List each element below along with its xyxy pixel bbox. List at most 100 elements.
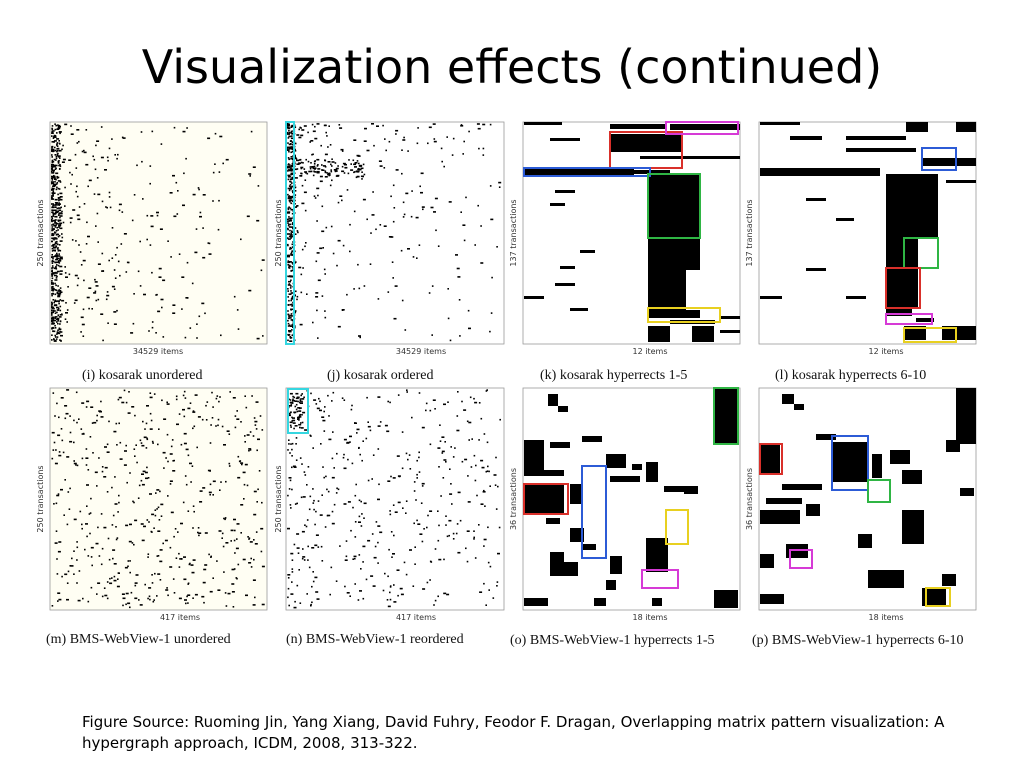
matrix-cell (327, 490, 330, 493)
matrix-cell (142, 198, 144, 200)
matrix-cell (249, 541, 253, 543)
matrix-cell (300, 427, 304, 429)
matrix-cell (354, 536, 357, 538)
matrix-cell (287, 333, 291, 336)
matrix-cell (52, 194, 54, 196)
matrix-cell (389, 591, 391, 594)
matrix-cell (183, 432, 187, 435)
matrix-cell (291, 303, 293, 306)
matrix-cell (218, 400, 220, 403)
matrix-cell (58, 226, 60, 228)
matrix-cell (300, 394, 302, 397)
matrix-cell (52, 171, 55, 173)
matrix-cell (221, 425, 224, 428)
matrix-cell (303, 559, 306, 561)
matrix-cell (345, 555, 348, 558)
matrix-cell (332, 391, 335, 394)
matrix-cell (79, 510, 82, 513)
matrix-cell (290, 173, 292, 176)
matrix-cell (134, 414, 136, 417)
matrix-cell (217, 418, 220, 421)
matrix-cell (77, 599, 81, 602)
matrix-cell (219, 396, 221, 398)
matrix-block (524, 484, 564, 514)
matrix-cell (75, 240, 77, 242)
matrix-cell (438, 524, 440, 527)
matrix-cell (289, 504, 292, 506)
matrix-cell (52, 190, 55, 193)
matrix-cell (209, 470, 211, 472)
matrix-cell (57, 264, 60, 267)
matrix-cell (79, 251, 82, 253)
matrix-cell (443, 558, 445, 561)
matrix-block (846, 148, 916, 152)
matrix-cell (57, 243, 59, 246)
matrix-cell (316, 598, 320, 600)
matrix-cell (312, 167, 316, 170)
matrix-cell (104, 466, 108, 469)
matrix-cell (317, 337, 319, 339)
matrix-cell (133, 293, 135, 295)
matrix-cell (108, 420, 110, 423)
matrix-cell (59, 192, 63, 195)
matrix-cell (181, 308, 183, 310)
matrix-cell (52, 169, 55, 172)
matrix-cell (69, 171, 71, 174)
matrix-cell (75, 190, 77, 193)
matrix-cell (291, 466, 293, 469)
matrix-cell (178, 413, 181, 415)
matrix-cell (51, 256, 53, 259)
matrix-block (790, 136, 822, 140)
matrix-cell (55, 265, 57, 268)
matrix-block (648, 310, 700, 318)
matrix-cell (288, 604, 290, 607)
matrix-cell (72, 209, 76, 211)
matrix-cell (56, 336, 59, 338)
matrix-cell (54, 415, 56, 417)
matrix-cell (151, 440, 154, 443)
matrix-cell (150, 215, 154, 217)
matrix-cell (261, 603, 265, 606)
matrix-cell (122, 137, 126, 139)
matrix-cell (109, 577, 111, 580)
matrix-cell (211, 417, 214, 419)
matrix-cell (155, 332, 157, 334)
matrix-cell (85, 406, 88, 408)
matrix-cell (287, 164, 290, 166)
matrix-cell (393, 317, 397, 320)
matrix-cell (51, 319, 53, 322)
matrix-cell (58, 155, 60, 158)
matrix-cell (114, 154, 116, 156)
matrix-cell (140, 131, 143, 133)
matrix-cell (298, 128, 300, 131)
matrix-cell (106, 451, 110, 453)
matrix-cell (290, 426, 292, 428)
matrix-cell (497, 552, 500, 555)
matrix-cell (391, 556, 393, 558)
matrix-cell (489, 123, 492, 126)
matrix-cell (454, 447, 456, 449)
matrix-cell (289, 287, 292, 289)
matrix-cell (335, 168, 338, 171)
matrix-cell (55, 338, 58, 340)
matrix-cell (288, 169, 292, 172)
matrix-cell (288, 158, 290, 161)
matrix-cell (53, 237, 57, 239)
matrix-cell (468, 421, 472, 424)
matrix-cell (51, 179, 54, 181)
matrix-cell (51, 267, 53, 269)
matrix-cell (354, 166, 357, 168)
matrix-cell (293, 466, 297, 468)
matrix-cell (392, 477, 396, 479)
matrix-cell (291, 135, 293, 137)
matrix-cell (199, 490, 203, 492)
matrix-cell (83, 203, 86, 205)
matrix-cell (337, 165, 339, 167)
matrix-cell (183, 415, 186, 418)
matrix-cell (54, 149, 57, 152)
matrix-cell (415, 216, 419, 219)
matrix-cell (162, 542, 164, 545)
matrix-cell (236, 538, 238, 540)
matrix-cell (331, 522, 335, 525)
matrix-cell (166, 587, 168, 589)
